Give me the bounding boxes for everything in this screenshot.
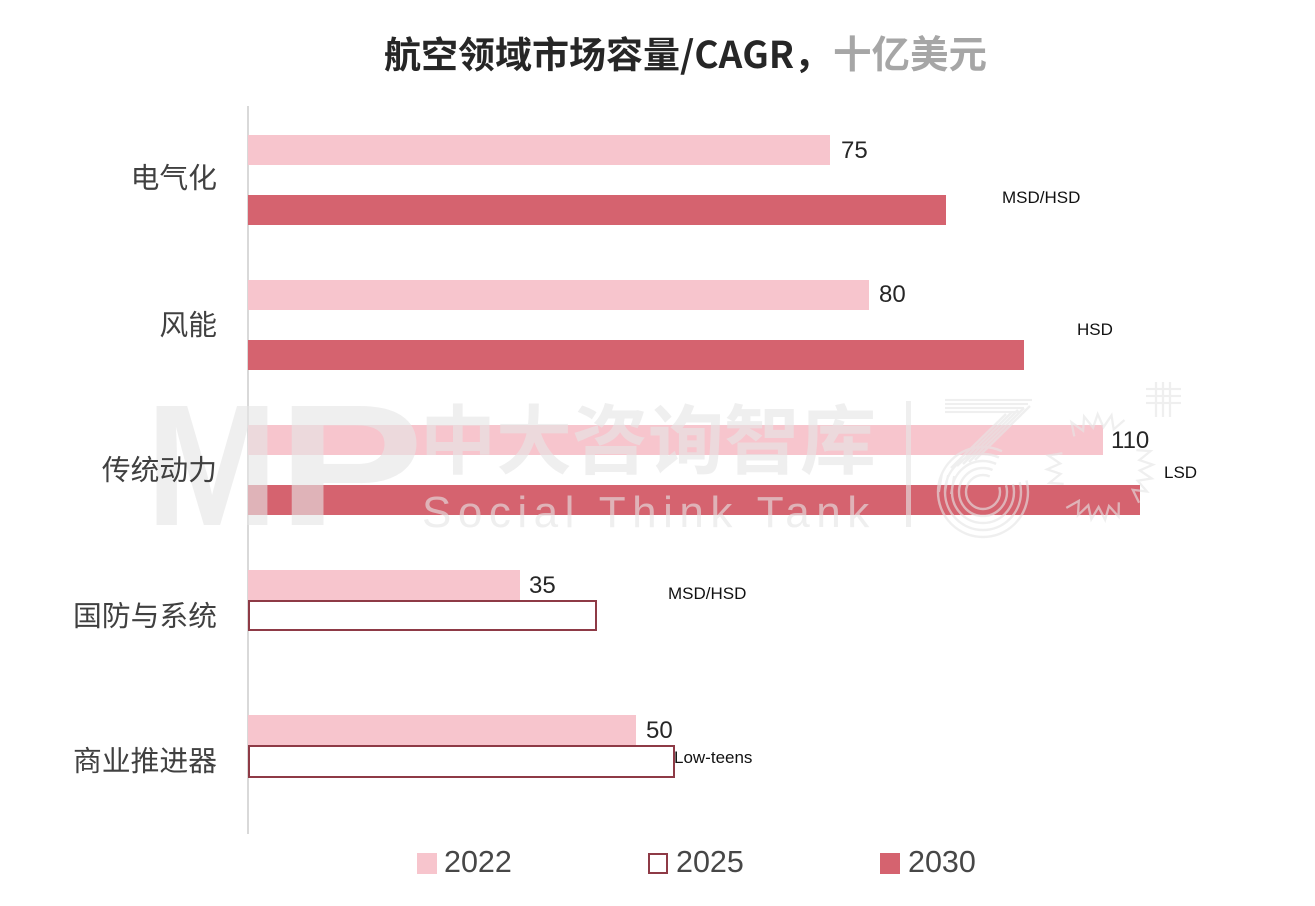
svg-text:Social Think Tank: Social Think Tank xyxy=(422,488,876,537)
svg-text:P: P xyxy=(277,368,424,562)
